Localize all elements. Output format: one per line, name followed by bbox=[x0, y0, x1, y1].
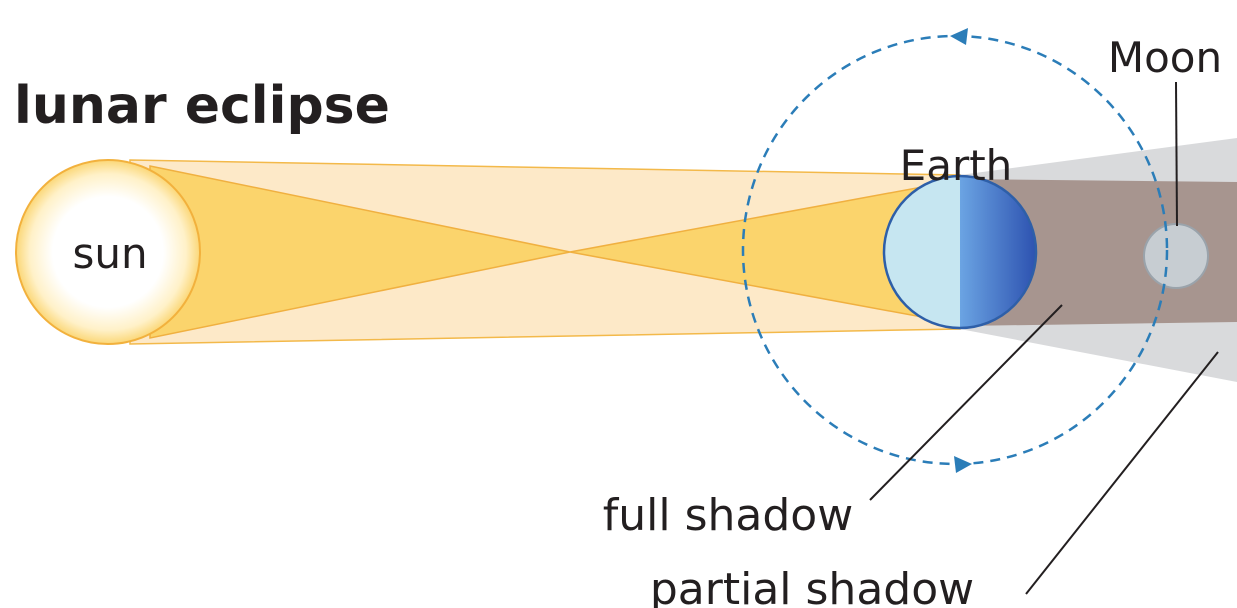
sun-label: sun bbox=[72, 229, 147, 278]
moon bbox=[1144, 224, 1208, 288]
leader-line bbox=[1026, 352, 1218, 594]
orbit-arrow bbox=[950, 28, 968, 45]
leader-line bbox=[870, 305, 1062, 500]
orbit-arrow bbox=[954, 456, 972, 473]
diagram: sun lunar eclipse Earth Moon full shadow… bbox=[0, 0, 1237, 608]
full-shadow-label: full shadow bbox=[603, 490, 853, 541]
title: lunar eclipse bbox=[14, 76, 390, 136]
partial-shadow-label: partial shadow bbox=[650, 564, 974, 608]
leader-line bbox=[1176, 82, 1177, 226]
earth-label: Earth bbox=[900, 141, 1013, 190]
moon-label: Moon bbox=[1108, 33, 1222, 82]
